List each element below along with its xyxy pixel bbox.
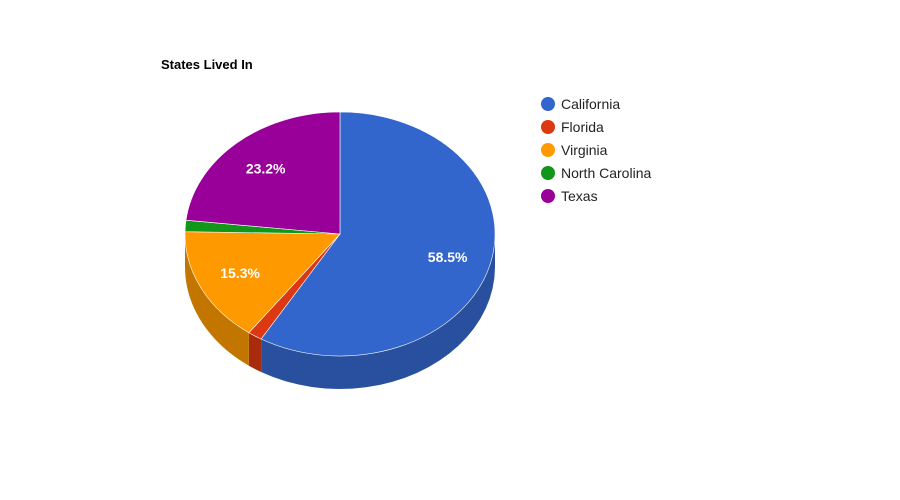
legend-label-texas: Texas <box>561 187 598 204</box>
chart-title: States Lived In <box>161 57 253 72</box>
legend-item-florida[interactable]: Florida <box>541 115 651 138</box>
pie-slice-california[interactable] <box>260 111 496 357</box>
pie-side-virginia <box>185 234 249 366</box>
pie-side-california <box>261 234 495 389</box>
slice-label-texas: 23.2% <box>246 160 286 176</box>
legend-item-california[interactable]: California <box>541 92 651 115</box>
pie-slice-virginia[interactable] <box>184 231 341 334</box>
legend-item-north-carolina[interactable]: North Carolina <box>541 161 651 184</box>
legend-swatch-florida <box>541 119 555 134</box>
legend-label-virginia: Virginia <box>561 141 608 158</box>
legend-swatch-texas <box>541 188 555 203</box>
pie-slice-texas[interactable] <box>185 111 341 235</box>
pie-tops <box>184 111 496 357</box>
pie-side-florida <box>248 332 262 373</box>
legend-item-texas[interactable]: Texas <box>541 184 651 207</box>
slice-label-california: 58.5% <box>428 249 468 265</box>
legend-label-north-carolina: North Carolina <box>561 164 652 181</box>
legend-label-florida: Florida <box>561 118 604 135</box>
slice-label-virginia: 15.3% <box>220 265 260 281</box>
legend-swatch-north-carolina <box>541 165 555 180</box>
legend-item-virginia[interactable]: Virginia <box>541 138 651 161</box>
chart-legend: California Florida Virginia North Carolina T… <box>541 92 651 207</box>
legend-swatch-california <box>541 96 555 111</box>
pie-sides <box>185 234 495 389</box>
legend-label-california: California <box>561 95 621 112</box>
legend-swatch-virginia <box>541 142 555 157</box>
pie-labels: 58.5% 15.3% 23.2% <box>220 160 468 281</box>
